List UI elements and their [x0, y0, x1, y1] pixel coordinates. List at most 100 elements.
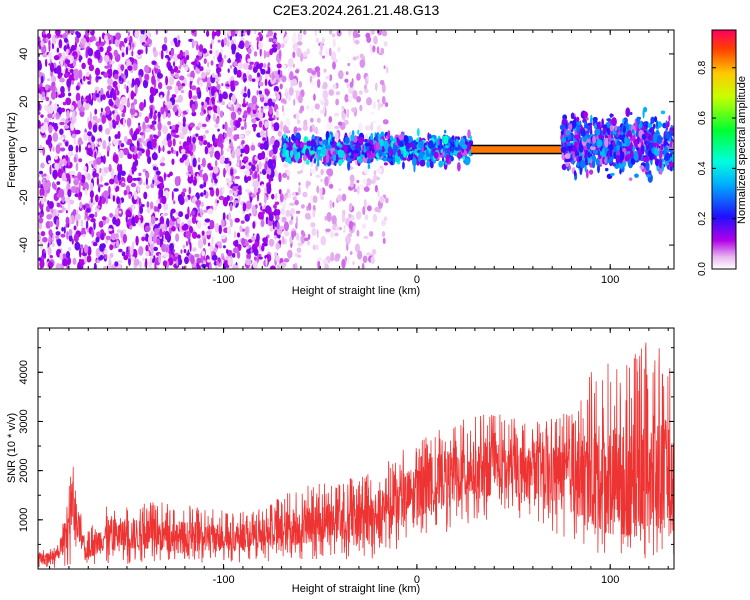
heatmap-cell [222, 124, 225, 130]
heatmap-cell [115, 239, 120, 249]
heatmap-cell [262, 63, 267, 69]
heatmap-cell [276, 108, 279, 118]
heatmap-cell [341, 110, 344, 118]
heatmap-cell [334, 58, 338, 63]
heatmap-cell [138, 172, 142, 177]
heatmap-cell [192, 136, 196, 144]
heatmap-cell [378, 148, 383, 158]
heatmap-cell [374, 82, 378, 92]
heatmap-cell [622, 118, 625, 125]
heatmap-cell [275, 242, 280, 250]
heatmap-cell [366, 97, 372, 106]
heatmap-cell [100, 91, 103, 96]
heatmap-cell [73, 138, 77, 145]
heatmap-cell [52, 233, 55, 242]
heatmap-cell [148, 235, 153, 244]
snr-xlabel: Height of straight line (km) [292, 583, 420, 595]
heatmap-cell [134, 84, 138, 95]
heatmap-cell [172, 200, 176, 205]
heatmap-cell [70, 30, 75, 34]
heatmap-cell [580, 129, 586, 137]
heatmap-cell [88, 120, 93, 130]
heatmap-cell [279, 193, 284, 203]
heatmap-cell [121, 251, 126, 257]
heatmap-cell [81, 62, 86, 70]
heatmap-cell [397, 148, 401, 157]
heatmap-cell [44, 58, 48, 67]
heatmap-cell [575, 116, 580, 123]
heatmap-cell [196, 173, 199, 183]
heatmap-cell [255, 63, 262, 69]
heatmap-cell [259, 171, 262, 175]
heatmap-cell [57, 238, 62, 247]
heatmap-cell [644, 140, 647, 146]
heatmap-cell [648, 128, 655, 133]
heatmap-cell [256, 72, 261, 78]
heatmap-cell [347, 255, 350, 264]
heatmap-cell [241, 228, 246, 232]
heatmap-cell [104, 254, 108, 260]
heatmap-cell [131, 166, 135, 175]
heatmap-cell [405, 151, 410, 157]
heatmap-cell [130, 145, 135, 153]
heatmap-cell [298, 186, 301, 195]
heatmap-cell [244, 86, 247, 92]
heatmap-cell [184, 66, 189, 71]
heatmap-cell [247, 88, 251, 99]
heatmap-cell [639, 120, 643, 128]
heatmap-cell [95, 194, 99, 203]
colorbar-label: Normalized spectral amplitude [736, 76, 748, 224]
heatmap-cell [231, 93, 236, 104]
heatmap-cell [95, 93, 100, 98]
heatmap-cell [167, 64, 173, 72]
heatmap-cell [266, 34, 269, 38]
heatmap-cell [219, 110, 224, 118]
heatmap-cell [373, 35, 378, 45]
heatmap-cell [418, 141, 424, 149]
heatmap-cell [121, 52, 125, 58]
heatmap-cell [570, 151, 576, 155]
heatmap-cell [310, 168, 316, 174]
heatmap-cell [211, 96, 216, 105]
heatmap-cell [54, 125, 58, 132]
heatmap-cell [297, 94, 303, 104]
heatmap-cell [156, 238, 161, 246]
heatmap-cell [595, 157, 600, 166]
heatmap-cell [128, 194, 132, 199]
heatmap-cell [233, 66, 238, 75]
heatmap-cell [325, 228, 331, 233]
heatmap-cell [40, 125, 46, 134]
heatmap-cell [66, 109, 70, 119]
heatmap-cell [168, 242, 175, 252]
heatmap-cell [216, 83, 221, 90]
heatmap-cell [622, 125, 627, 134]
heatmap-cell [52, 181, 55, 189]
heatmap-cell [223, 160, 230, 164]
heatmap-cell [77, 174, 83, 181]
heatmap-cell [269, 137, 276, 145]
heatmap-cell [668, 115, 671, 122]
heatmap-cell [565, 123, 568, 130]
colorbar: 0.00.20.40.60.8 Normalized spectral ampl… [697, 29, 748, 276]
heatmap-cell [226, 147, 231, 152]
heatmap-cell [206, 259, 212, 263]
heatmap-cell [438, 160, 444, 168]
heatmap-cell [246, 30, 251, 36]
heatmap-cell [164, 54, 170, 59]
heatmap-cell [606, 118, 612, 122]
heatmap-cell [208, 98, 212, 106]
heatmap-cell [154, 65, 161, 69]
heatmap-cell [218, 93, 223, 103]
heatmap-cell [104, 182, 109, 186]
heatmap-cell [277, 69, 281, 75]
heatmap-cell [226, 40, 230, 48]
heatmap-cell [144, 73, 150, 81]
heatmap-cell [176, 150, 179, 157]
heatmap-cell [211, 72, 215, 78]
heatmap-cell [116, 114, 121, 123]
heatmap-cell [272, 144, 278, 155]
heatmap-cell [151, 75, 156, 85]
heatmap-cell [285, 209, 291, 218]
heatmap-cell [392, 138, 397, 143]
heatmap-cell [50, 208, 54, 213]
